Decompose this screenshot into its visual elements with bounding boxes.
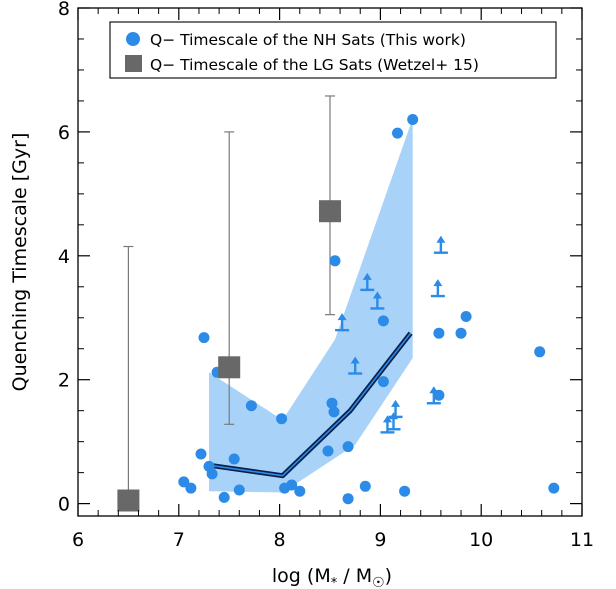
nh-point-29 [455, 327, 467, 339]
nh-point-11 [276, 413, 288, 425]
nh-point-30 [460, 311, 472, 322]
nh-point-18 [329, 255, 341, 267]
lower-limit-6 [388, 399, 403, 419]
x-tick-label-7: 7 [173, 529, 185, 551]
y-tick-label-6: 6 [58, 122, 70, 144]
legend-box [109, 21, 557, 79]
y-tick-label-8: 8 [58, 0, 70, 20]
lower-limit-0 [335, 313, 350, 332]
nh-point-5 [206, 468, 218, 480]
median-line [208, 332, 412, 477]
legend: Q− Timescale of the NH Sats (This work) … [109, 21, 557, 79]
nh-point-17 [328, 406, 340, 418]
nh-points-layer [178, 114, 560, 505]
median-line-layer [208, 331, 413, 479]
nh-point-10 [245, 400, 257, 412]
nh-point-19 [342, 441, 354, 453]
plot-frame [77, 7, 583, 517]
lower-limit-arrowhead-9 [436, 235, 446, 243]
lower-limit-arrowhead-7 [429, 386, 439, 394]
nh-point-25 [399, 485, 411, 497]
lg-points-layer [117, 200, 341, 512]
y-tick-label-4: 4 [58, 246, 70, 268]
lower-limit-7 [426, 386, 441, 405]
x-axis-label: log (M* / M☉) [272, 565, 392, 589]
x-axis-label-end: ) [385, 565, 392, 587]
lower-limit-1 [348, 356, 363, 375]
lower-limit-layer [335, 235, 448, 434]
nh-point-9 [233, 484, 245, 496]
nh-point-32 [548, 482, 560, 494]
x-axis-label-middle: / M [337, 565, 372, 587]
lower-limit-2 [360, 272, 375, 292]
legend-lg-marker [125, 55, 142, 72]
lower-limit-arrowhead-3 [372, 291, 382, 299]
nh-point-1 [185, 482, 197, 494]
lower-limit-arrowhead-0 [337, 313, 347, 321]
lower-limit-9 [433, 235, 448, 254]
lower-limit-arrowhead-2 [362, 272, 372, 280]
lower-limit-arrowhead-4 [382, 415, 392, 423]
axis-ticks-layer: 6 7 8 9 10 11 0 2 4 6 8 [58, 0, 594, 551]
nh-point-14 [294, 485, 306, 497]
nh-point-3 [198, 332, 210, 344]
nh-point-0 [178, 476, 190, 488]
nh-point-26 [407, 114, 419, 125]
nh-point-2 [195, 448, 207, 460]
x-tick-label-6: 6 [72, 529, 84, 551]
nh-point-31 [534, 346, 546, 358]
nh-point-13 [286, 479, 298, 491]
y-axis-label: Quenching Timescale [Gyr] [9, 133, 31, 392]
lower-limit-arrowhead-6 [391, 399, 401, 407]
legend-lg-label: Q− Timescale of the LG Sats (Wetzel+ 15) [150, 56, 479, 74]
x-tick-label-10: 10 [469, 529, 493, 551]
x-tick-label-9: 9 [374, 529, 386, 551]
nh-point-24 [392, 127, 403, 139]
y-tick-label-2: 2 [58, 370, 70, 392]
lg-point-1 [218, 356, 241, 379]
x-axis-label-main: log (M [272, 565, 331, 587]
nh-point-21 [359, 480, 371, 492]
lower-limit-8 [430, 279, 445, 298]
lg-point-2 [319, 200, 341, 223]
quenching-band-layer [209, 118, 413, 493]
legend-nh-marker [126, 32, 140, 46]
nh-point-22 [377, 315, 389, 327]
lower-limit-arrowhead-1 [350, 356, 360, 364]
lower-limit-3 [370, 291, 385, 310]
x-axis-label-subscript: * [331, 576, 338, 589]
legend-nh-label: Q− Timescale of the NH Sats (This work) [150, 31, 466, 49]
lower-limit-arrowhead-8 [433, 279, 443, 287]
nh-point-7 [218, 491, 230, 503]
nh-point-16 [326, 397, 338, 409]
x-tick-label-11: 11 [570, 529, 594, 551]
y-tick-label-0: 0 [58, 494, 70, 516]
x-tick-label-8: 8 [274, 529, 286, 551]
quenching-band [209, 118, 413, 493]
nh-point-15 [322, 445, 334, 457]
lg-point-0 [117, 489, 140, 512]
sun-symbol: ☉ [372, 575, 385, 589]
nh-point-20 [342, 493, 354, 505]
nh-point-27 [433, 327, 445, 339]
nh-point-23 [377, 376, 389, 388]
nh-point-8 [228, 453, 240, 465]
